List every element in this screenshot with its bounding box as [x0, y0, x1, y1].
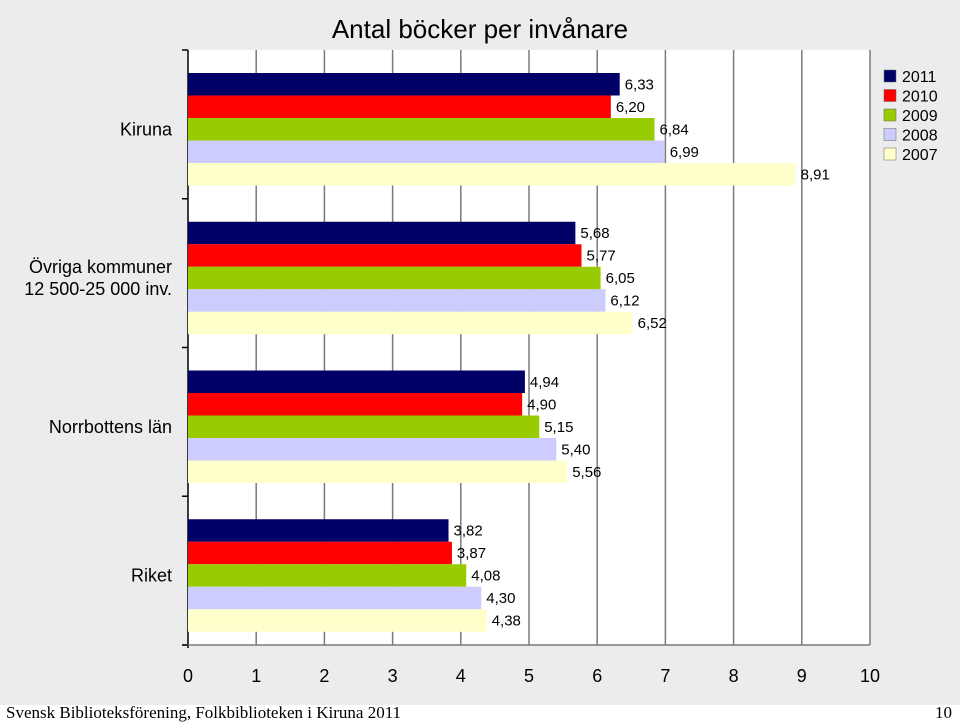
category-label: Riket: [131, 566, 172, 586]
data-label: 3,87: [457, 545, 486, 562]
data-label: 5,15: [544, 419, 573, 436]
bar-2009: [188, 118, 655, 141]
x-tick-label: 6: [592, 666, 602, 686]
x-tick-label: 5: [524, 666, 534, 686]
legend-label: 2010: [902, 89, 938, 106]
bar-2007: [188, 311, 633, 335]
data-label: 6,99: [670, 144, 699, 161]
data-label: 5,56: [572, 464, 601, 481]
data-label: 5,68: [580, 225, 609, 242]
data-label: 6,52: [638, 315, 667, 332]
x-tick-label: 1: [251, 666, 261, 686]
x-tick-label: 2: [319, 666, 329, 686]
bar-2011: [188, 73, 620, 96]
data-label: 6,12: [610, 293, 639, 310]
legend-swatch: [883, 128, 897, 141]
bar-2010: [188, 244, 582, 267]
data-label: 4,30: [486, 590, 515, 607]
x-tick-label: 9: [797, 666, 807, 686]
bar-2011: [188, 221, 576, 245]
legend-swatch: [883, 89, 897, 102]
bar-2007: [188, 163, 796, 186]
x-tick-label: 0: [183, 666, 193, 686]
bar-2007: [188, 609, 487, 632]
bar-2009: [188, 266, 601, 290]
x-tick-label: 4: [456, 666, 466, 686]
x-tick-label: 10: [860, 666, 880, 686]
footer-source: Svensk Biblioteksförening, Folkbibliotek…: [6, 703, 402, 722]
plot-area: 6,33 6,20 6,84 6,99 8,91 Kiruna 5,68 5,77 6,05 6,…: [24, 49, 880, 686]
legend-label: 2009: [902, 108, 938, 125]
data-label: 6,33: [625, 76, 654, 93]
data-label: 4,08: [471, 568, 500, 585]
bar-2011: [188, 519, 449, 542]
legend-label: 2008: [902, 128, 938, 145]
category-label: Norrbottens län: [49, 417, 172, 437]
legend: 2011 2010 2009 2008 2007: [883, 69, 938, 164]
category-label: Kiruna: [120, 119, 173, 139]
legend-swatch: [883, 147, 897, 161]
data-label: 4,94: [530, 374, 559, 391]
legend-label: 2011: [902, 69, 937, 86]
bar-2008: [188, 438, 557, 461]
bar-2010: [188, 541, 452, 565]
data-label: 4,38: [492, 613, 521, 630]
data-label: 4,90: [527, 396, 556, 413]
x-tick-label: 3: [388, 666, 398, 686]
bar-2009: [188, 415, 540, 438]
data-label: 8,91: [801, 166, 830, 183]
category-label: Övriga kommuner: [29, 257, 172, 277]
x-tick-label: 8: [729, 666, 739, 686]
data-label: 5,40: [561, 441, 590, 458]
legend-swatch: [883, 69, 897, 83]
data-label: 6,05: [606, 270, 635, 287]
data-label: 6,84: [659, 121, 688, 138]
bar-2008: [188, 140, 665, 163]
chart-title: Antal böcker per invånare: [332, 14, 628, 44]
page-number: 10: [935, 703, 952, 722]
bar-2010: [188, 95, 611, 118]
bar-2010: [188, 393, 523, 416]
bar-2008: [188, 586, 482, 610]
legend-swatch: [883, 108, 897, 122]
data-label: 6,20: [616, 99, 645, 116]
bar-2008: [188, 289, 606, 312]
bar-2009: [188, 564, 467, 587]
x-tick-label: 7: [660, 666, 670, 686]
bar-chart: Antal böcker per invånare 6,336,206,846,…: [0, 0, 960, 705]
data-label: 5,77: [587, 248, 616, 265]
bar-2011: [188, 370, 525, 393]
bar-2007: [188, 460, 568, 483]
legend-label: 2007: [902, 147, 938, 164]
category-label: 12 500-25 000 inv.: [24, 279, 172, 299]
data-label: 3,82: [454, 523, 483, 540]
